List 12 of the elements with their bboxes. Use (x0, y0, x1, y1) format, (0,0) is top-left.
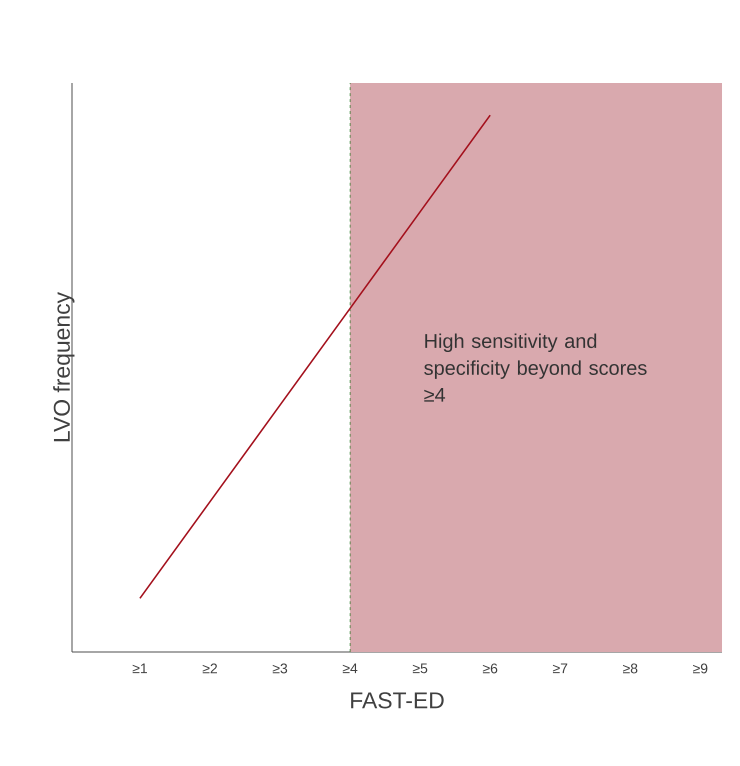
annotation: High sensitivity and specificity beyond scores ≥4 (424, 333, 647, 402)
x-tick-label: ≥4 (342, 664, 358, 674)
x-tick-label: ≥5 (412, 664, 428, 674)
x-tick-label: ≥3 (272, 664, 288, 674)
x-tick-label: ≥7 (552, 664, 568, 674)
x-axis-title: FAST-ED (351, 692, 444, 708)
x-tick-label: ≥6 (482, 664, 498, 674)
x-tick-label: ≥9 (693, 664, 708, 674)
x-tick-label: ≥1 (132, 664, 147, 674)
y-axis-title: LVO frequency (53, 292, 74, 442)
x-tick-label: ≥8 (622, 664, 638, 674)
x-tick-label: ≥2 (202, 664, 218, 674)
